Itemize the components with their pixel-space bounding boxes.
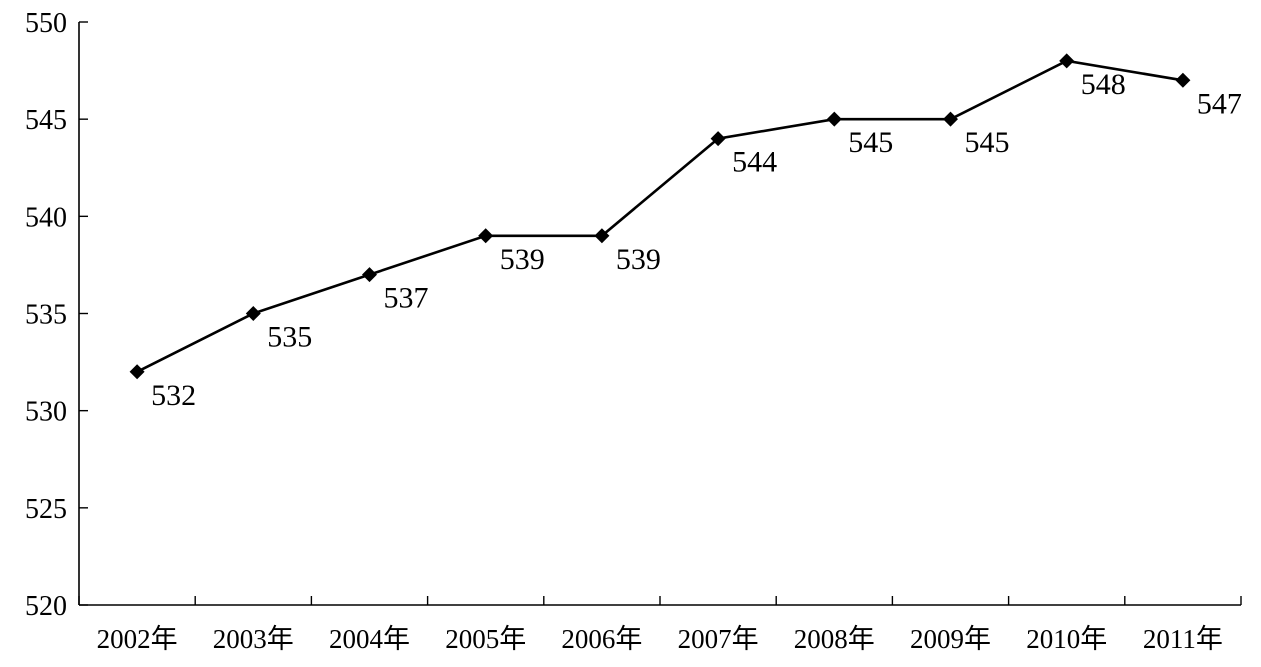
data-label: 547 xyxy=(1197,87,1242,120)
y-tick-label: 520 xyxy=(25,591,67,622)
x-tick-label: 2005年 xyxy=(445,624,526,654)
x-axis-ticks: 2002年 2003年 2004年 2005年 2006年 2007年 2008年 2009年… xyxy=(78,596,1242,654)
markers-group xyxy=(129,53,1191,380)
x-tick-label: 2006年 xyxy=(561,624,642,654)
data-point-marker xyxy=(478,228,494,244)
x-tick-label: 2010年 xyxy=(1026,624,1107,654)
data-point-marker xyxy=(245,306,261,321)
data-point-marker xyxy=(1059,53,1075,69)
data-labels-group: 532 535 537 539 539 544 545 545 548 547 xyxy=(151,68,1242,412)
data-point-marker xyxy=(710,131,726,147)
x-tick-label: 2009年 xyxy=(910,624,991,654)
y-tick-label: 525 xyxy=(25,494,67,525)
data-point-marker xyxy=(826,111,842,127)
x-tick-label: 2003年 xyxy=(213,624,294,654)
x-tick-label: 2002年 xyxy=(97,624,178,654)
data-point-marker xyxy=(943,111,958,127)
data-label: 539 xyxy=(500,243,545,276)
data-label: 545 xyxy=(848,126,893,159)
data-label: 537 xyxy=(384,282,429,315)
data-label: 545 xyxy=(965,126,1010,159)
data-point-marker xyxy=(362,267,377,283)
series-line xyxy=(136,59,1184,373)
x-tick-label: 2008年 xyxy=(794,624,875,654)
data-point-marker xyxy=(129,364,145,380)
y-tick-label: 540 xyxy=(25,202,67,233)
y-axis-ticks: 520 525 530 535 540 545 550 xyxy=(25,8,88,622)
data-point-marker xyxy=(1175,72,1191,88)
data-label: 544 xyxy=(732,146,777,179)
data-point-marker xyxy=(594,228,610,244)
series-group xyxy=(136,59,1184,373)
y-tick-label: 545 xyxy=(25,105,67,136)
x-tick-label: 2011年 xyxy=(1143,624,1223,654)
y-tick-label: 535 xyxy=(25,300,67,331)
x-tick-label: 2007年 xyxy=(678,624,759,654)
data-label: 535 xyxy=(267,321,312,354)
y-tick-label: 530 xyxy=(25,397,67,428)
data-label: 539 xyxy=(616,243,661,276)
y-tick-label: 550 xyxy=(25,8,67,39)
data-label: 548 xyxy=(1081,68,1126,101)
data-label: 532 xyxy=(151,379,196,412)
x-tick-label: 2004年 xyxy=(329,624,410,654)
